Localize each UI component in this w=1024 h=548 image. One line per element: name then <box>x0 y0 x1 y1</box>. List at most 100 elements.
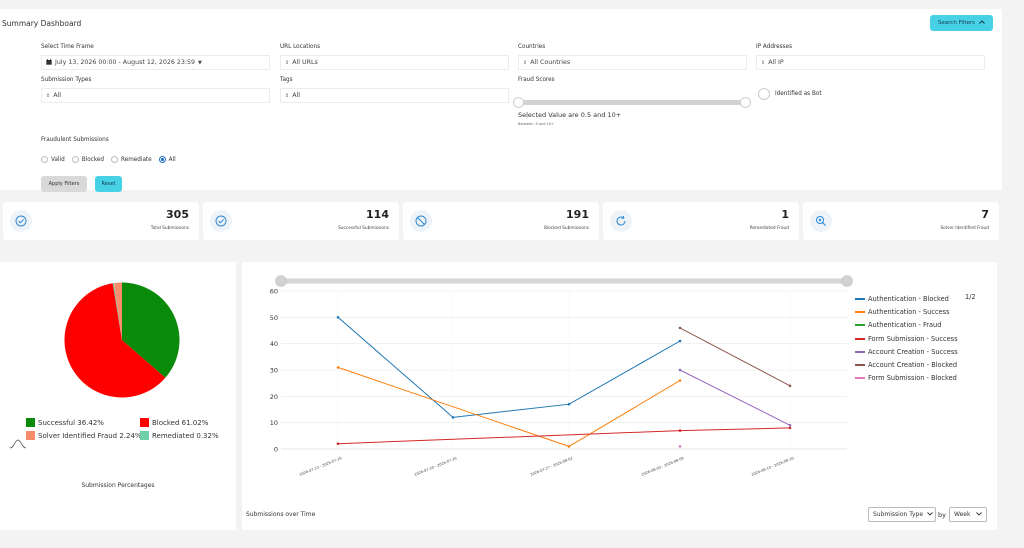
x-axis-labels: 2026-07-13 - 2026-07-19 2026-07-20 - 2026… <box>299 456 795 477</box>
data-point-account-creation-blocked <box>678 326 682 330</box>
slider-min-handle[interactable] <box>513 97 524 108</box>
y-tick-label: 50 <box>270 314 278 322</box>
check-circle-icon <box>210 210 232 232</box>
fraud-scores-label: Fraud Scores <box>518 77 555 83</box>
legend-swatch <box>855 297 865 300</box>
fraud-score-slider[interactable] <box>513 97 751 108</box>
legend-item-form-submission-blocked[interactable]: Form Submission - Blocked <box>855 372 958 385</box>
identified-as-bot-checkbox[interactable] <box>758 88 770 100</box>
data-point-authentication-blocked <box>451 416 455 419</box>
data-point-authentication-success <box>336 366 340 369</box>
y-grid: 0 10 20 30 40 50 60 <box>270 288 847 454</box>
zoom-end-handle[interactable] <box>841 275 853 287</box>
countries-select[interactable]: ⇕ All Countries <box>518 55 747 70</box>
pie-chart-panel: Successful 36.42% Blocked 61.02% Solver … <box>0 262 236 530</box>
radio-button[interactable] <box>111 156 119 163</box>
legend-label: Account Creation - Blocked <box>868 361 958 370</box>
fraud-score-value: Selected Value are 0.5 and 10+ <box>518 111 622 119</box>
legend-swatch <box>140 418 149 427</box>
y-tick-label: 60 <box>270 288 278 296</box>
sort-arrows-icon: ⇕ <box>46 92 51 99</box>
caret-down-icon: ▼ <box>198 59 202 66</box>
reset-button[interactable]: Reset <box>95 176 122 192</box>
series-line-account-creation-blocked <box>679 327 791 387</box>
radio-button[interactable] <box>71 156 79 163</box>
calendar-icon <box>46 58 52 67</box>
refresh-icon <box>610 210 632 232</box>
legend-item-blocked[interactable]: Blocked 61.02% <box>140 418 208 427</box>
slider-max-handle[interactable] <box>740 97 751 108</box>
time-frame-value: July 13, 2026 00:00 - August 12, 2026 23… <box>55 59 196 66</box>
data-point-authentication-blocked <box>678 339 682 343</box>
legend-page-indicator[interactable]: 1/2 <box>965 293 976 301</box>
pie-chart-caption: Submission Percentages <box>81 482 155 489</box>
submission-type-select[interactable]: Submission Type <box>868 507 936 522</box>
by-label: by <box>938 511 946 519</box>
zoom-start-handle[interactable] <box>275 275 287 287</box>
data-point-account-creation-success <box>678 368 682 372</box>
period-select[interactable]: Week <box>949 507 987 522</box>
ip-addresses-label: IP Addresses <box>756 44 793 50</box>
legend-item-authentication-fraud[interactable]: Authentication - Fraud <box>855 319 958 332</box>
legend-item-form-submission-success[interactable]: Form Submission - Success <box>855 332 958 345</box>
y-tick-label: 20 <box>270 393 278 401</box>
check-circle-icon <box>10 210 32 232</box>
legend-item-remediated[interactable]: Remediated 0.32% <box>140 431 219 440</box>
countries-value: All Countries <box>530 59 571 66</box>
legend-label: Account Creation - Success <box>868 347 958 356</box>
legend-item-account-creation-blocked[interactable]: Account Creation - Blocked <box>855 358 958 371</box>
fraudulent-submissions-radio-group: Valid Blocked Remediate All <box>41 156 179 163</box>
stat-card-total: 305 Total Submissions <box>3 202 199 240</box>
data-point-authentication-success <box>678 379 682 382</box>
legend-label: Solver Identified Fraud 2.24% <box>38 431 142 440</box>
legend-item-authentication-success[interactable]: Authentication - Success <box>855 305 958 318</box>
chevron-down-icon <box>976 511 983 518</box>
pie-chart <box>64 282 180 398</box>
legend-label: Authentication - Fraud <box>868 321 942 330</box>
legend-item-solver[interactable]: Solver Identified Fraud 2.24% <box>26 431 142 440</box>
search-filters-button[interactable]: Search Filters <box>930 15 993 31</box>
stat-card-successful: 114 Successful Submissions <box>203 202 399 240</box>
submission-types-select[interactable]: ⇕ All <box>41 88 270 103</box>
legend-label: Form Submission - Blocked <box>868 374 957 383</box>
line-chart-caption: Submissions over Time <box>246 511 316 518</box>
legend-item-authentication-blocked[interactable]: Authentication - Blocked <box>855 292 958 305</box>
radio-valid[interactable]: Valid <box>41 156 65 163</box>
y-tick-label: 40 <box>270 340 278 348</box>
pie-slice-successful[interactable] <box>122 282 180 378</box>
radio-button[interactable] <box>41 156 48 163</box>
zoom-range-slider[interactable] <box>275 275 853 287</box>
legend-swatch <box>855 364 865 367</box>
search-bug-icon <box>810 210 832 232</box>
radio-blocked[interactable]: Blocked <box>71 156 104 163</box>
data-point-form-submission-blocked <box>678 445 682 448</box>
time-frame-picker[interactable]: July 13, 2026 00:00 - August 12, 2026 23… <box>41 55 270 70</box>
series-layer <box>336 316 792 448</box>
ip-addresses-select[interactable]: ⇕ All IP <box>756 55 985 70</box>
series-line-authentication-blocked <box>337 316 681 418</box>
legend-label: Form Submission - Success <box>868 334 958 343</box>
stat-label: Successful Submissions <box>338 226 389 231</box>
zoom-track[interactable] <box>281 278 847 284</box>
stat-value: 1 <box>781 208 789 221</box>
block-icon <box>410 210 432 232</box>
legend-swatch <box>855 350 865 353</box>
pie-slice-remediated[interactable] <box>112 283 122 340</box>
radio-all[interactable]: All <box>158 156 176 163</box>
chevron-up-icon <box>979 20 985 26</box>
legend-item-account-creation-success[interactable]: Account Creation - Success <box>855 345 958 358</box>
x-tick-label: 2026-07-20 - 2026-07-26 <box>414 456 458 477</box>
page-title: Summary Dashboard <box>2 19 82 28</box>
stat-card-solver: 7 Solver Identified Fraud <box>803 202 999 240</box>
tags-select[interactable]: ⇕ All <box>280 88 509 103</box>
pie-slice-solver-identified-fraud[interactable] <box>113 282 122 341</box>
url-locations-select[interactable]: ⇕ All URLs <box>280 55 509 70</box>
radio-label: All <box>168 156 176 163</box>
stat-card-blocked: 191 Blocked Submissions <box>403 202 599 240</box>
pie-slice-blocked[interactable] <box>64 283 166 398</box>
radio-remediate[interactable]: Remediate <box>111 156 152 163</box>
legend-item-successful[interactable]: Successful 36.42% <box>26 418 104 427</box>
sort-arrows-icon: ⇕ <box>285 59 290 66</box>
apply-filters-button[interactable]: Apply Filters <box>41 176 87 192</box>
radio-button[interactable] <box>158 156 166 163</box>
